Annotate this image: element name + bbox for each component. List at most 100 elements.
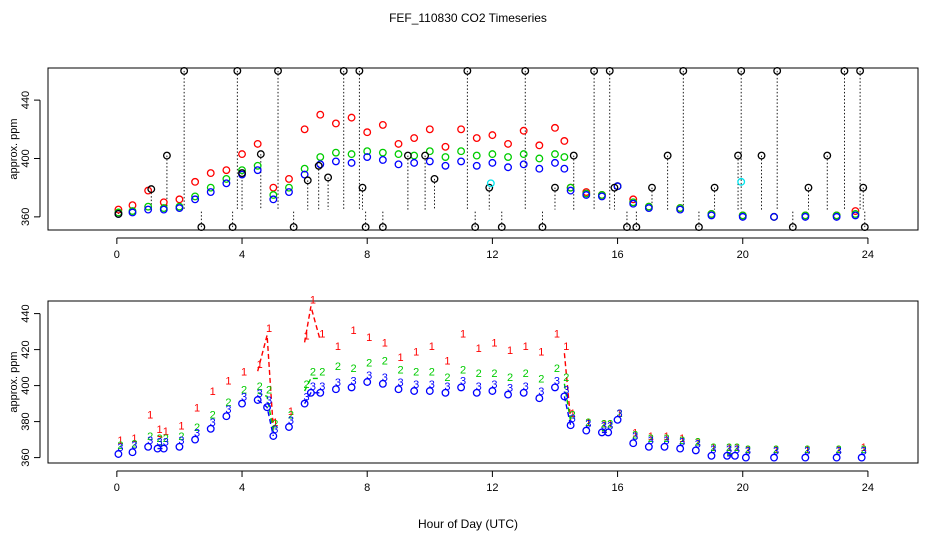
chart-title: FEF_110830 CO2 Timeseries [389, 11, 547, 25]
point-blue [347, 383, 356, 392]
point-red [504, 139, 512, 148]
label-blue: 3 [257, 388, 263, 400]
point-blue [488, 158, 497, 167]
point-blue [269, 432, 278, 440]
label-green: 2 [210, 410, 216, 422]
point-green [378, 148, 387, 157]
label-red: 1 [310, 294, 316, 306]
label-blue: 3 [163, 437, 169, 449]
point-blue [676, 444, 685, 453]
label-blue: 3 [366, 370, 372, 382]
label-red: 1 [163, 426, 169, 438]
point-black [632, 223, 641, 232]
point-red [560, 137, 569, 145]
label-red: 1 [429, 341, 435, 353]
point-black [737, 66, 746, 75]
label-blue: 3 [726, 444, 732, 456]
point-black [710, 183, 719, 192]
label-red: 1 [601, 419, 607, 431]
point-blue [566, 186, 575, 195]
label-green: 2 [601, 419, 607, 431]
point-blue [306, 388, 315, 397]
label-blue: 3 [335, 377, 341, 389]
label-red: 1 [194, 402, 200, 414]
point-blue [582, 191, 591, 199]
bottom-y-tick-label: 440 [20, 304, 32, 322]
point-black [551, 183, 559, 192]
point-black [355, 66, 364, 75]
point-blue [394, 160, 403, 169]
point-green [316, 153, 325, 161]
point-red [535, 141, 544, 150]
label-green: 2 [413, 366, 419, 378]
label-blue: 3 [570, 413, 576, 425]
point-blue [504, 163, 512, 172]
label-blue: 3 [695, 438, 701, 450]
top-markers [114, 66, 869, 232]
bottom-y-tick-label: 420 [20, 340, 32, 358]
label-green: 2 [131, 438, 137, 450]
label-blue: 3 [131, 440, 137, 452]
point-red [472, 134, 481, 143]
label-green: 2 [563, 372, 569, 384]
point-cyan [486, 179, 495, 188]
point-red [114, 205, 123, 214]
point-red [551, 123, 559, 132]
point-blue [519, 160, 528, 169]
label-red: 1 [382, 338, 388, 350]
top-stem-lines [117, 70, 866, 228]
point-red [253, 139, 262, 148]
point-blue [519, 388, 528, 397]
point-black [773, 66, 782, 75]
point-blue [206, 424, 215, 433]
point-black [569, 151, 578, 160]
label-green: 2 [225, 397, 231, 409]
point-blue [159, 444, 168, 453]
label-red: 1 [804, 444, 810, 456]
point-blue [801, 212, 810, 221]
point-blue [316, 388, 325, 397]
point-blue [472, 161, 481, 170]
label-blue: 3 [507, 383, 513, 395]
label-blue: 3 [147, 435, 153, 447]
point-blue [300, 170, 309, 179]
point-black [840, 66, 849, 75]
point-black [289, 223, 298, 232]
point-black [303, 176, 312, 185]
point-blue [629, 439, 638, 448]
label-green: 2 [726, 442, 732, 454]
point-black [238, 169, 246, 178]
label-blue: 3 [210, 417, 216, 429]
label-red: 1 [460, 329, 466, 341]
top-y-axis-label: approx. ppm [8, 118, 20, 179]
label-blue: 3 [476, 381, 482, 393]
point-blue [410, 387, 419, 395]
label-red: 1 [491, 338, 497, 350]
label-red: 1 [350, 325, 356, 337]
point-green [535, 154, 544, 163]
point-blue [222, 179, 231, 188]
label-red: 1 [156, 424, 162, 436]
label-green: 2 [617, 408, 623, 420]
point-blue [253, 166, 262, 175]
label-red: 1 [266, 323, 272, 335]
label-red: 1 [585, 417, 591, 429]
point-black [274, 66, 282, 75]
label-green: 2 [648, 433, 654, 445]
label-green: 2 [585, 417, 591, 429]
point-blue [253, 396, 262, 404]
label-red: 1 [632, 428, 638, 440]
point-black [233, 66, 242, 75]
point-green [191, 192, 200, 201]
point-black [860, 223, 869, 232]
label-green: 2 [350, 363, 356, 375]
label-green: 2 [745, 444, 751, 456]
point-blue [723, 451, 732, 460]
label-blue: 3 [413, 379, 419, 391]
point-red [285, 174, 293, 183]
point-blue [394, 385, 403, 394]
label-red: 1 [178, 420, 184, 432]
label-green: 2 [491, 368, 497, 380]
bottom-x-tick-label: 8 [364, 482, 370, 494]
